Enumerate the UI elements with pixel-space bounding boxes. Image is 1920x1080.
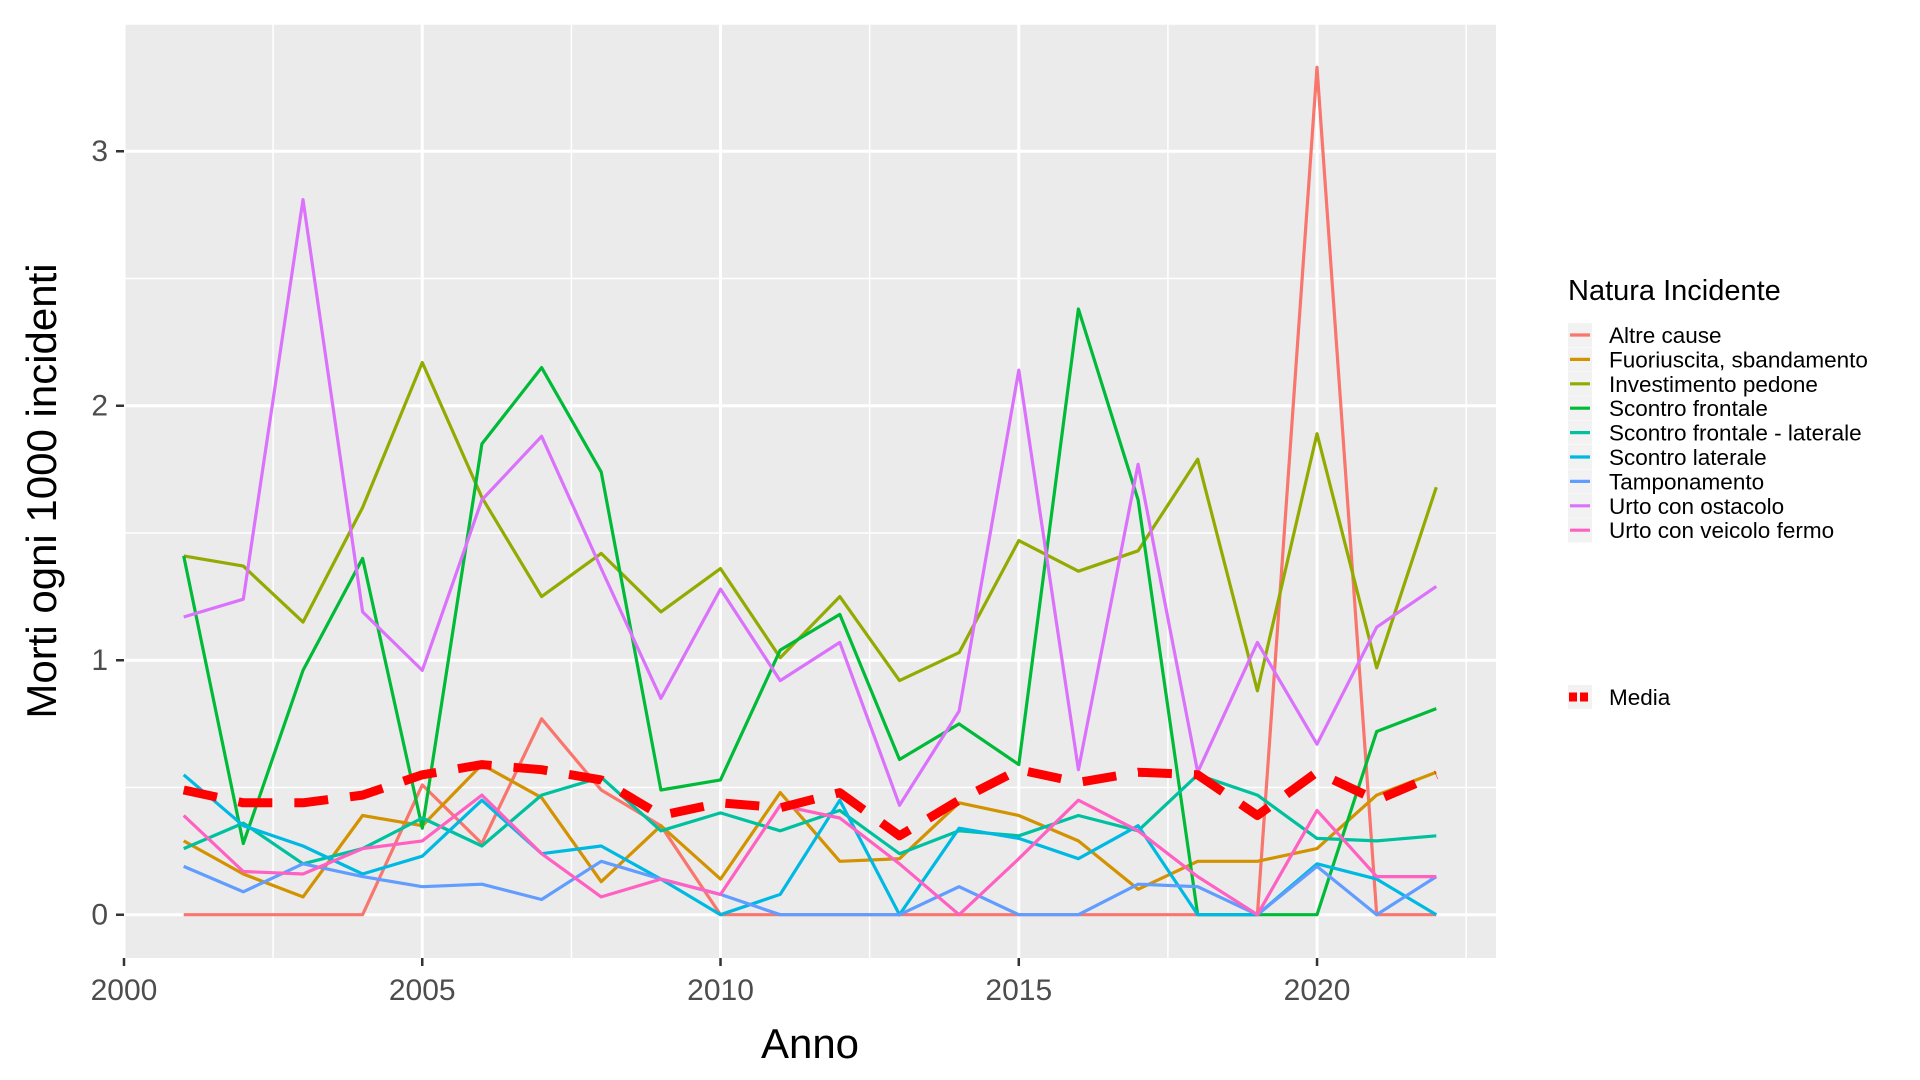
x-tick-label: 2015 (985, 974, 1052, 1007)
legend-label: Scontro laterale (1609, 445, 1767, 470)
legend-label: Fuoriuscita, sbandamento (1609, 347, 1868, 372)
y-tick-label: 2 (91, 390, 108, 423)
y-tick-label: 0 (91, 899, 108, 932)
legend-label: Altre cause (1609, 323, 1722, 348)
legend-label: Tamponamento (1609, 469, 1764, 494)
series-line-urto-con-veicolo-fermo (182, 793, 1437, 917)
x-tick-label: 2020 (1284, 974, 1351, 1007)
series-line-fuoriuscita-sbandamento (182, 762, 1437, 899)
legend-label: Urto con ostacolo (1609, 494, 1784, 519)
y-tick-label: 1 (91, 644, 108, 677)
mean-line (182, 760, 1439, 841)
series-line-scontro-frontale-laterale (183, 773, 1437, 866)
legend-label: Urto con veicolo fermo (1609, 518, 1834, 543)
legend-label-mean: Media (1609, 685, 1671, 710)
legend-title: Natura Incidente (1568, 275, 1781, 307)
x-tick-label: 2000 (91, 974, 158, 1007)
x-tick-label: 2010 (687, 974, 754, 1007)
series-line-urto-con-ostacolo (183, 198, 1438, 807)
y-axis-title: Morti ogni 1000 incidenti (18, 263, 65, 718)
series-line-scontro-laterale (182, 773, 1438, 917)
legend-label: Investimento pedone (1609, 372, 1818, 397)
x-tick-label: 2005 (389, 974, 456, 1007)
x-axis-title: Anno (761, 1020, 859, 1067)
legend-label: Scontro frontale - laterale (1609, 421, 1862, 446)
legend-label: Scontro frontale (1609, 396, 1768, 421)
series-line-investimento-pedone (183, 360, 1438, 693)
y-tick-label: 3 (91, 135, 108, 168)
legend: Natura Incidente Altre causeFuoriuscita,… (1568, 275, 1868, 710)
series-line-tamponamento (183, 859, 1438, 917)
